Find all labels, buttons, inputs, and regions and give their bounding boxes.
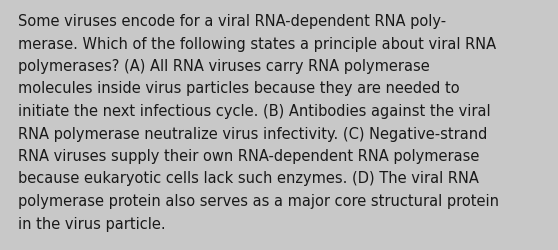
- Text: RNA polymerase neutralize virus infectivity. (C) Negative-strand: RNA polymerase neutralize virus infectiv…: [18, 126, 487, 141]
- Text: polymerases? (A) All RNA viruses carry RNA polymerase: polymerases? (A) All RNA viruses carry R…: [18, 59, 430, 74]
- Text: because eukaryotic cells lack such enzymes. (D) The viral RNA: because eukaryotic cells lack such enzym…: [18, 171, 479, 186]
- Text: initiate the next infectious cycle. (B) Antibodies against the viral: initiate the next infectious cycle. (B) …: [18, 104, 490, 118]
- Text: molecules inside virus particles because they are needed to: molecules inside virus particles because…: [18, 81, 460, 96]
- Text: polymerase protein also serves as a major core structural protein: polymerase protein also serves as a majo…: [18, 193, 499, 208]
- Text: Some viruses encode for a viral RNA-dependent RNA poly-: Some viruses encode for a viral RNA-depe…: [18, 14, 446, 29]
- Text: in the virus particle.: in the virus particle.: [18, 216, 166, 230]
- Text: merase. Which of the following states a principle about viral RNA: merase. Which of the following states a …: [18, 36, 496, 51]
- Text: RNA viruses supply their own RNA-dependent RNA polymerase: RNA viruses supply their own RNA-depende…: [18, 148, 479, 163]
